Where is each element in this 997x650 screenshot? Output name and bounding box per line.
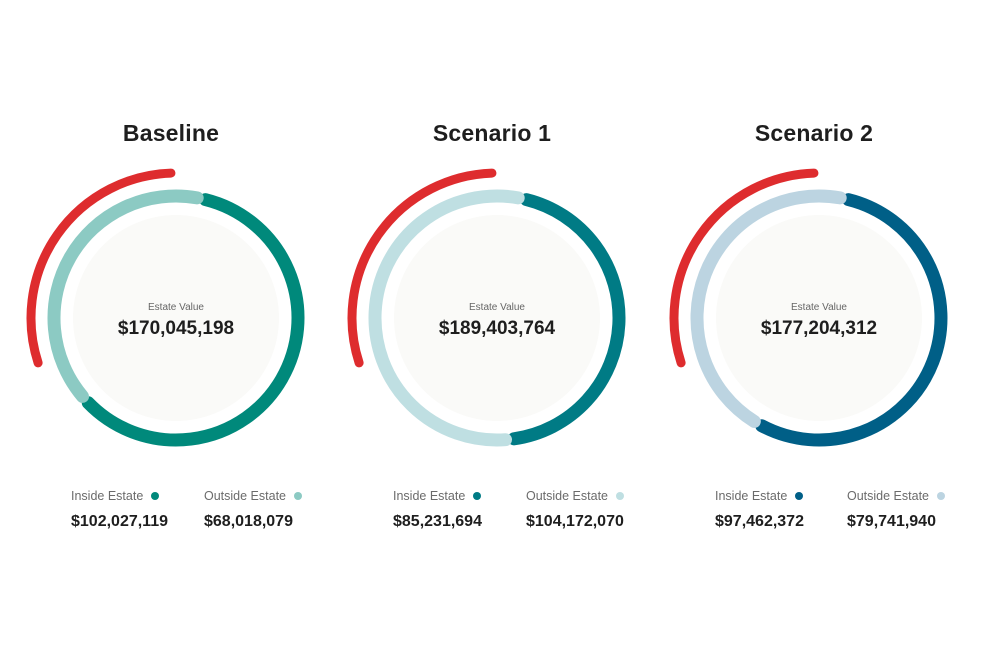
legend-dot-icon xyxy=(473,491,482,500)
donut-segment-inside-estate xyxy=(755,193,948,447)
legend-dot-icon xyxy=(795,491,804,500)
donut-segment-outside-estate xyxy=(368,189,525,447)
legend-label: Outside Estate xyxy=(204,489,286,503)
legend-item-outside-estate: Outside Estate xyxy=(526,489,624,503)
chart-panel-scenario-2: Scenario 2 Estate Value $177,204,312 Ins… xyxy=(654,0,974,650)
outside-estate-value: $79,741,940 xyxy=(847,513,936,530)
donut-chart xyxy=(347,168,626,447)
legend-dot-icon xyxy=(616,491,624,500)
center-label: Estate Value xyxy=(791,302,847,313)
outside-estate-value: $104,172,070 xyxy=(526,513,624,530)
donut-highlight-arc xyxy=(669,168,819,368)
chart-title: Baseline xyxy=(122,120,220,146)
donut-segment-outside-estate xyxy=(47,189,204,403)
legend-label: Inside Estate xyxy=(715,489,788,503)
legend-item-inside-estate: Inside Estate xyxy=(71,489,160,503)
donut-segment-inside-estate xyxy=(507,193,626,446)
legend-dot-icon xyxy=(937,491,945,500)
donut-center-disc xyxy=(73,215,279,421)
center-label: Estate Value xyxy=(469,302,525,313)
legend-item-inside-estate: Inside Estate xyxy=(393,489,482,503)
center-value: $177,204,312 xyxy=(760,318,878,339)
legend-item-outside-estate: Outside Estate xyxy=(204,489,302,503)
donut-center-disc xyxy=(394,215,600,421)
inside-estate-value: $85,231,694 xyxy=(393,513,482,530)
legend-dot-icon xyxy=(294,491,302,500)
chart-title: Scenario 1 xyxy=(432,120,552,146)
donut-segment-inside-estate xyxy=(81,193,305,447)
donut-highlight-arc xyxy=(26,168,176,368)
inside-estate-value: $102,027,119 xyxy=(71,513,168,530)
legend-item-inside-estate: Inside Estate xyxy=(715,489,804,503)
donut-segment-outside-estate xyxy=(690,189,847,428)
inside-estate-value: $97,462,372 xyxy=(715,513,804,530)
donut-chart xyxy=(669,168,948,447)
center-label: Estate Value xyxy=(148,302,204,313)
legend-dot-icon xyxy=(151,491,160,500)
legend-item-outside-estate: Outside Estate xyxy=(847,489,945,503)
legend-label: Outside Estate xyxy=(847,489,929,503)
legend-label: Inside Estate xyxy=(393,489,466,503)
legend-label: Outside Estate xyxy=(526,489,608,503)
donut-center-disc xyxy=(716,215,922,421)
chart-panel-baseline: Baseline Estate Value $170,045,198 Insid… xyxy=(11,0,331,650)
center-value: $170,045,198 xyxy=(117,318,235,339)
chart-title: Scenario 2 xyxy=(754,120,874,146)
chart-panel-scenario-1: Scenario 1 Estate Value $189,403,764 Ins… xyxy=(332,0,652,650)
outside-estate-value: $68,018,079 xyxy=(204,513,293,530)
donut-highlight-arc xyxy=(347,168,497,368)
legend-label: Inside Estate xyxy=(71,489,144,503)
donut-chart xyxy=(26,168,305,447)
center-value: $189,403,764 xyxy=(438,318,556,339)
